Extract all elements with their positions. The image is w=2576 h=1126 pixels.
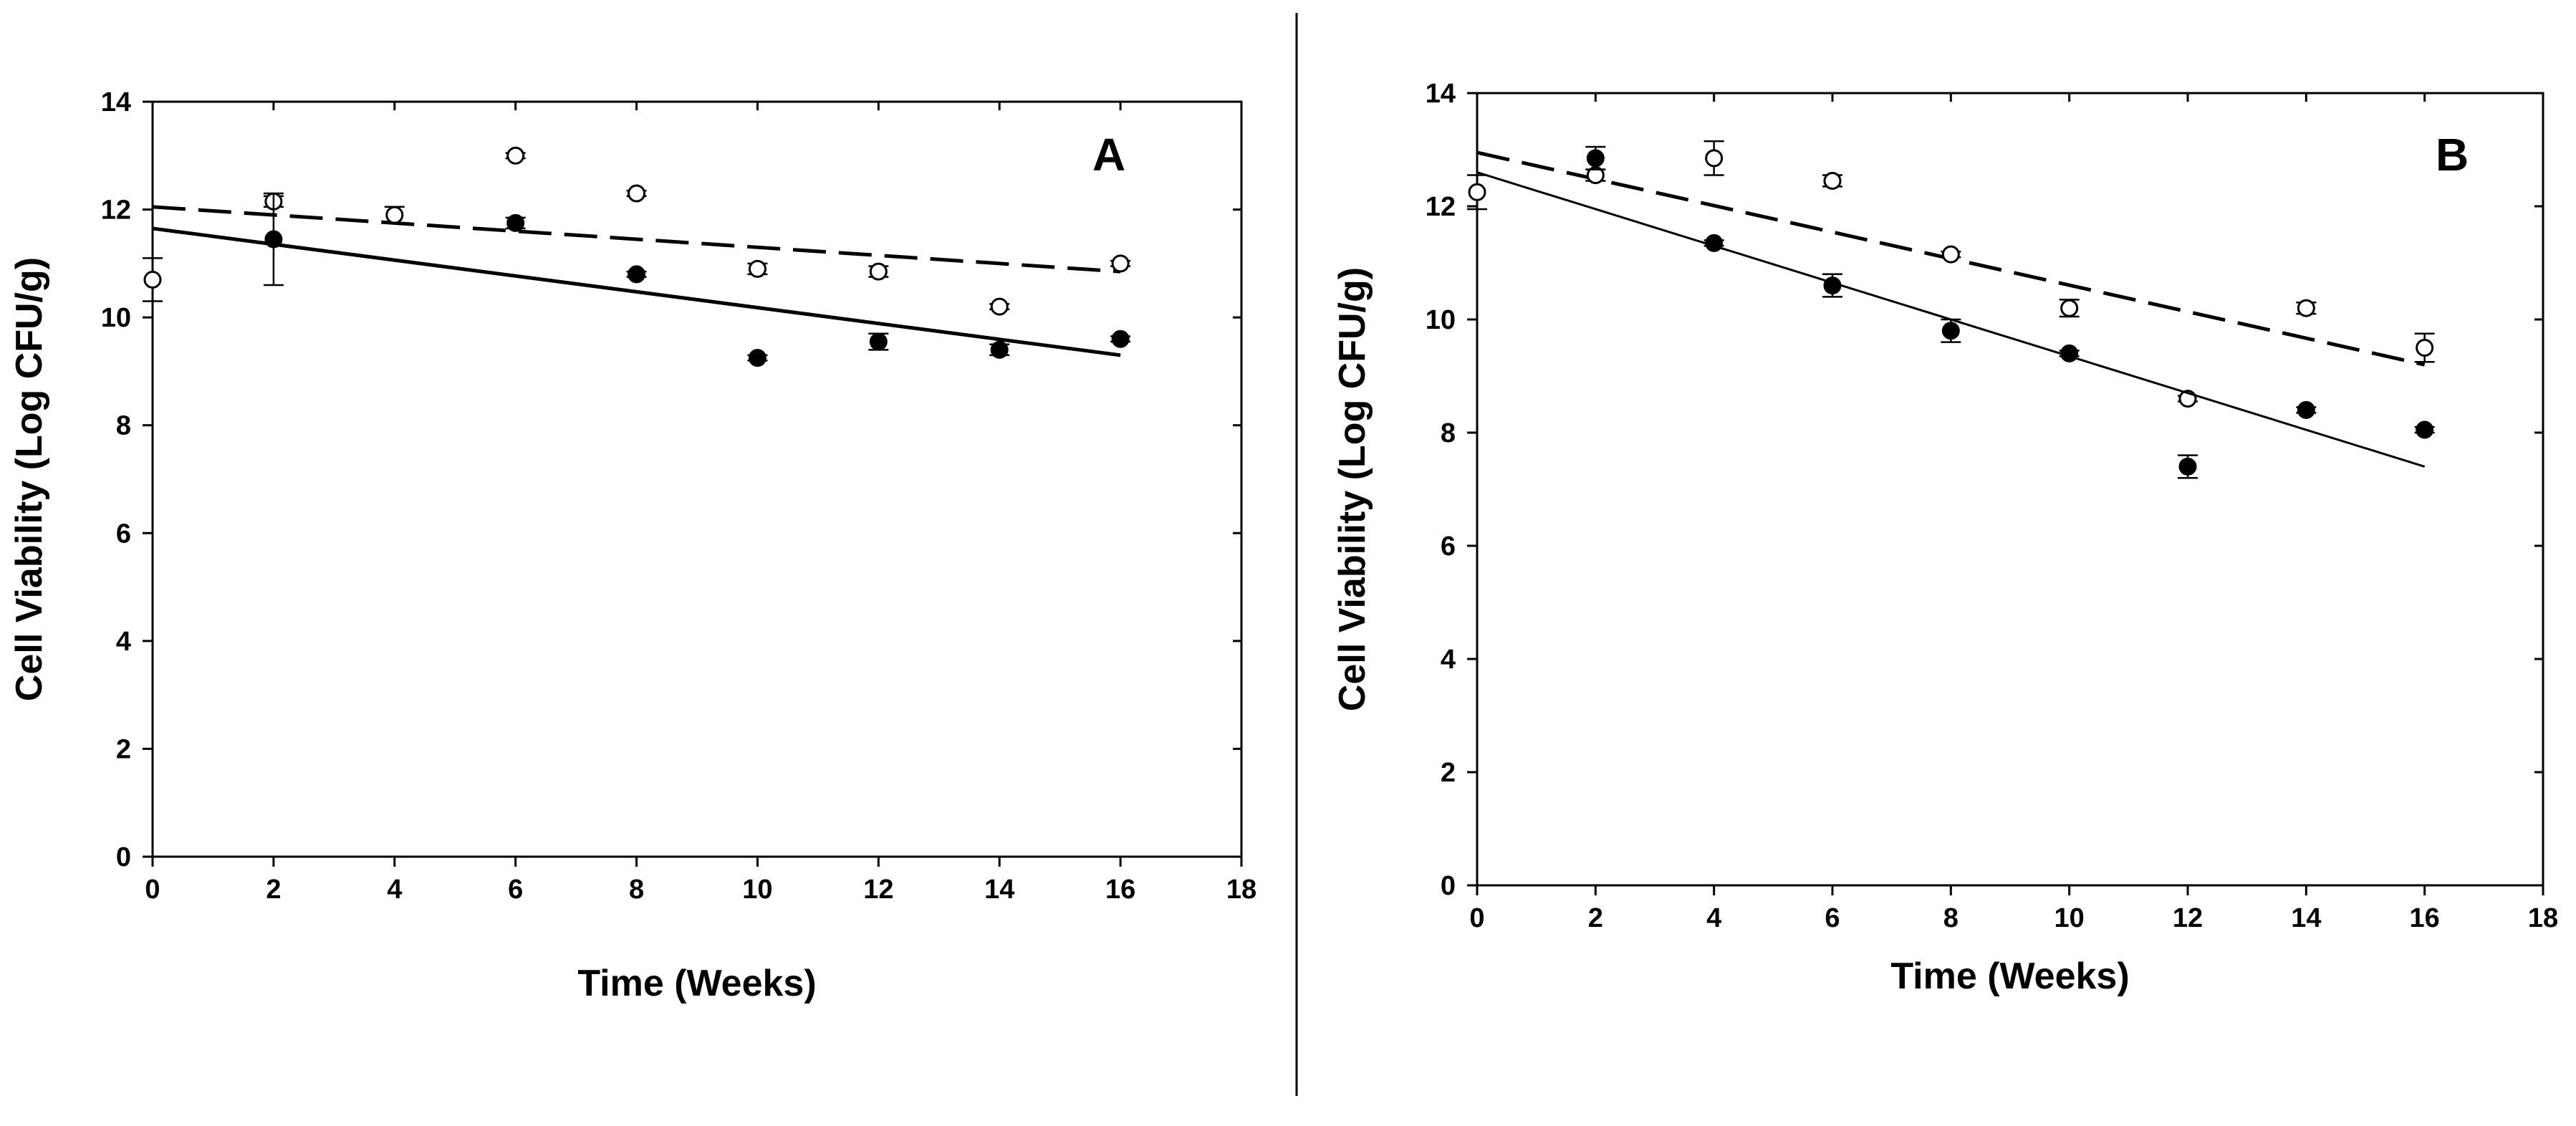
x-axis-label: Time (Weeks) <box>577 963 816 1004</box>
x-tick-label: 6 <box>1825 903 1840 933</box>
y-tick-label: 12 <box>1426 192 1456 222</box>
x-tick-label: 16 <box>1105 875 1135 905</box>
y-tick-label: 0 <box>1441 871 1456 901</box>
filled-data-point <box>2178 457 2197 476</box>
open-data-point <box>2060 299 2079 317</box>
filled-data-point <box>2416 420 2434 439</box>
open-data-point <box>1705 149 1724 168</box>
open-data-point <box>1468 183 1486 201</box>
panel-b: 0 2 4 6 8 10 12 14 16 18 0 2 4 6 8 10 12 14 Time (Weeks) Ce… <box>1332 79 2558 997</box>
filled-data-point <box>264 230 283 249</box>
x-tick-label: 2 <box>266 875 281 905</box>
open-data-point <box>748 259 766 278</box>
plot-frame <box>151 100 1243 858</box>
open-data-point <box>2416 339 2434 357</box>
y-tick-label: 2 <box>1441 758 1456 788</box>
y-axis-label: Cell Viability (Log CFU/g) <box>9 257 50 701</box>
x-axis-label: Time (Weeks) <box>1890 956 2129 997</box>
x-tick-label: 8 <box>629 875 644 905</box>
x-tick-label: 2 <box>1588 903 1603 933</box>
x-tick-label: 12 <box>2173 903 2203 933</box>
x-tick-label: 0 <box>1469 903 1484 933</box>
open-data-point <box>506 146 525 165</box>
filled-data-point <box>1705 234 1724 252</box>
open-data-point <box>385 206 404 224</box>
open-data-point <box>1941 245 1960 264</box>
x-tick-label: 12 <box>863 875 893 905</box>
x-tick-label: 4 <box>387 875 402 905</box>
open-data-point <box>628 184 646 203</box>
y-tick-label: 6 <box>116 519 131 549</box>
x-tick-label: 18 <box>1226 875 1256 905</box>
filled-data-point <box>748 349 766 367</box>
x-tick-label: 10 <box>2054 903 2085 933</box>
y-tick-label: 0 <box>116 842 131 872</box>
open-data-point <box>990 297 1009 316</box>
open-data-point <box>1111 254 1130 273</box>
filled-data-point <box>628 265 646 284</box>
open-data-point <box>143 270 162 289</box>
y-tick-label: 14 <box>101 87 131 117</box>
open-data-point <box>2297 299 2315 317</box>
x-tick-label: 4 <box>1706 903 1721 933</box>
y-tick-label: 4 <box>116 627 131 657</box>
x-tick-label: 16 <box>2410 903 2440 933</box>
open-data-point <box>869 262 888 281</box>
open-data-point <box>1823 171 1842 190</box>
filled-data-point <box>1586 149 1605 168</box>
y-tick-label: 4 <box>1441 645 1456 675</box>
y-tick-label: 8 <box>1441 418 1456 448</box>
filled-data-point <box>1823 276 1842 295</box>
open-fit-line <box>152 205 1121 274</box>
y-tick-label: 12 <box>101 196 131 226</box>
x-tick-label: 18 <box>2528 903 2558 933</box>
y-tick-label: 6 <box>1441 531 1456 562</box>
x-tick-label: 10 <box>742 875 772 905</box>
panel-label: B <box>2436 129 2469 181</box>
filled-data-point <box>869 332 888 351</box>
panel-label: A <box>1092 129 1125 181</box>
x-tick-label: 0 <box>145 875 160 905</box>
y-tick-label: 8 <box>116 411 131 441</box>
x-tick-label: 14 <box>984 875 1014 905</box>
filled-data-point <box>990 340 1009 359</box>
y-axis-label: Cell Viability (Log CFU/g) <box>1332 267 1373 711</box>
x-tick-label: 6 <box>508 875 523 905</box>
filled-data-point <box>2297 400 2315 419</box>
filled-data-point <box>2060 344 2079 362</box>
x-tick-label: 8 <box>1943 903 1959 933</box>
filled-data-point <box>1941 322 1960 340</box>
filled-fit-line <box>152 226 1121 357</box>
y-tick-label: 10 <box>101 303 131 333</box>
filled-data-point <box>1111 329 1130 348</box>
panel-a: 0 2 4 6 8 10 12 14 16 18 0 2 4 6 8 10 12 14 Time (Weeks) Ce… <box>9 87 1256 1004</box>
plot-frame <box>1476 92 2544 887</box>
filled-data-point <box>506 213 525 232</box>
y-tick-label: 14 <box>1426 79 1456 109</box>
y-tick-label: 2 <box>116 734 131 764</box>
y-tick-label: 10 <box>1426 305 1456 335</box>
x-tick-label: 14 <box>2291 903 2321 933</box>
